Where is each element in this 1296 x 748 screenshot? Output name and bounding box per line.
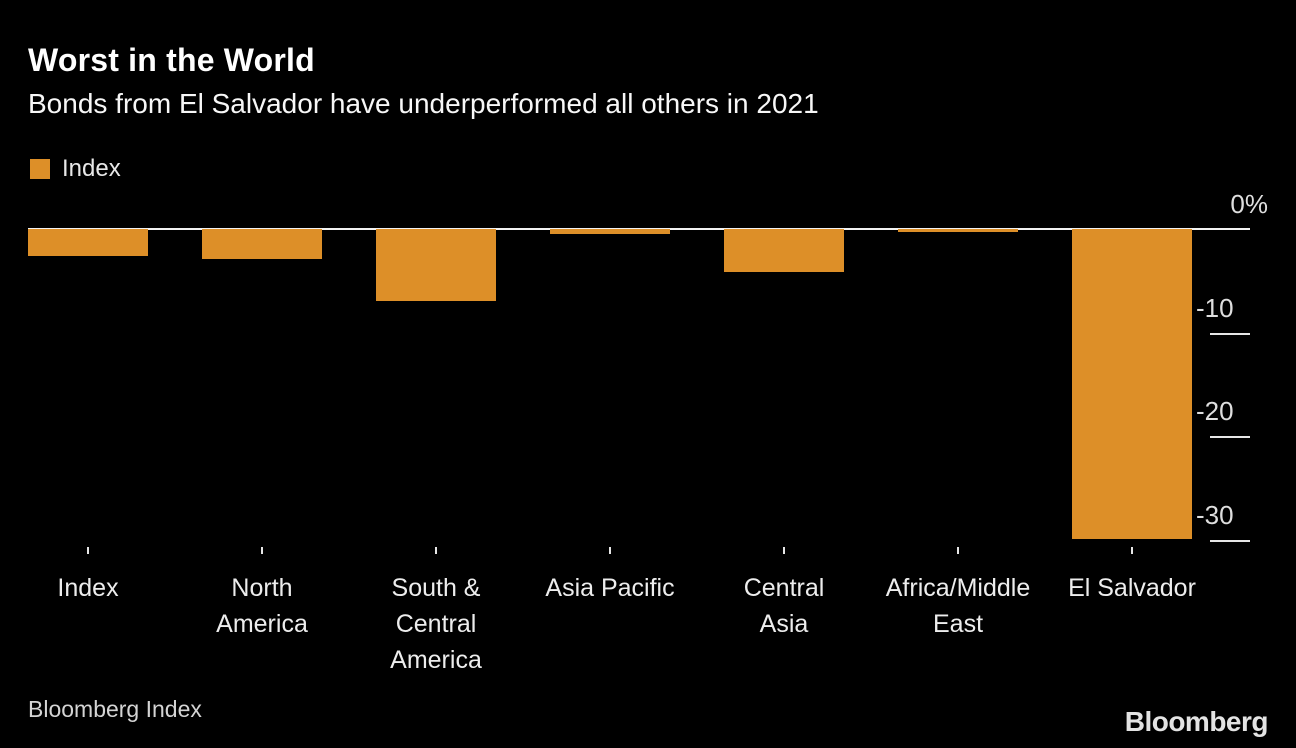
y-tick-line-30	[1210, 539, 1250, 542]
bar-index	[28, 229, 148, 256]
x-label-index: Index	[57, 574, 119, 602]
bar-north-america	[202, 229, 322, 259]
x-label-el-salvador: El Salvador	[1068, 574, 1196, 602]
x-tick-el-salvador	[1131, 547, 1133, 554]
bar-asia-pacific	[550, 229, 670, 235]
x-label-africa-middle-east: Africa/Middle East	[885, 574, 1031, 638]
source-note: Bloomberg Index	[28, 696, 202, 722]
x-tick-south-central-america	[435, 547, 437, 554]
legend: Index	[30, 155, 121, 183]
legend-label: Index	[62, 155, 121, 182]
x-tick-africa-middle-east	[957, 547, 959, 554]
y-tick-label-10: -10	[1196, 292, 1234, 323]
bar-south-central-america	[376, 229, 496, 302]
y-tick-label-0: 0%	[1230, 189, 1268, 219]
legend-swatch-icon	[30, 159, 50, 179]
x-tick-north-america	[261, 547, 263, 554]
bar-el-salvador	[1072, 229, 1192, 540]
x-label-north-america: North America	[216, 574, 308, 638]
bloomberg-logo: Bloomberg	[1124, 706, 1269, 737]
y-tick-line-20	[1210, 436, 1250, 438]
y-tick-label-20: -20	[1196, 396, 1234, 426]
x-tick-index	[87, 547, 89, 554]
y-tick-line-10	[1210, 332, 1250, 335]
x-label-central-asia: Central Asia	[743, 574, 825, 638]
chart-title: Worst in the World	[28, 42, 315, 78]
bar-africa-middle-east	[898, 229, 1018, 233]
x-tick-central-asia	[783, 547, 785, 554]
bar-central-asia	[724, 229, 844, 273]
y-tick-label-30: -30	[1196, 499, 1234, 530]
x-label-asia-pacific: Asia Pacific	[545, 574, 675, 602]
chart-subtitle: Bonds from El Salvador have underperform…	[28, 88, 819, 119]
x-label-south-central-america: South & Central America	[390, 574, 482, 674]
x-tick-asia-pacific	[609, 547, 611, 554]
